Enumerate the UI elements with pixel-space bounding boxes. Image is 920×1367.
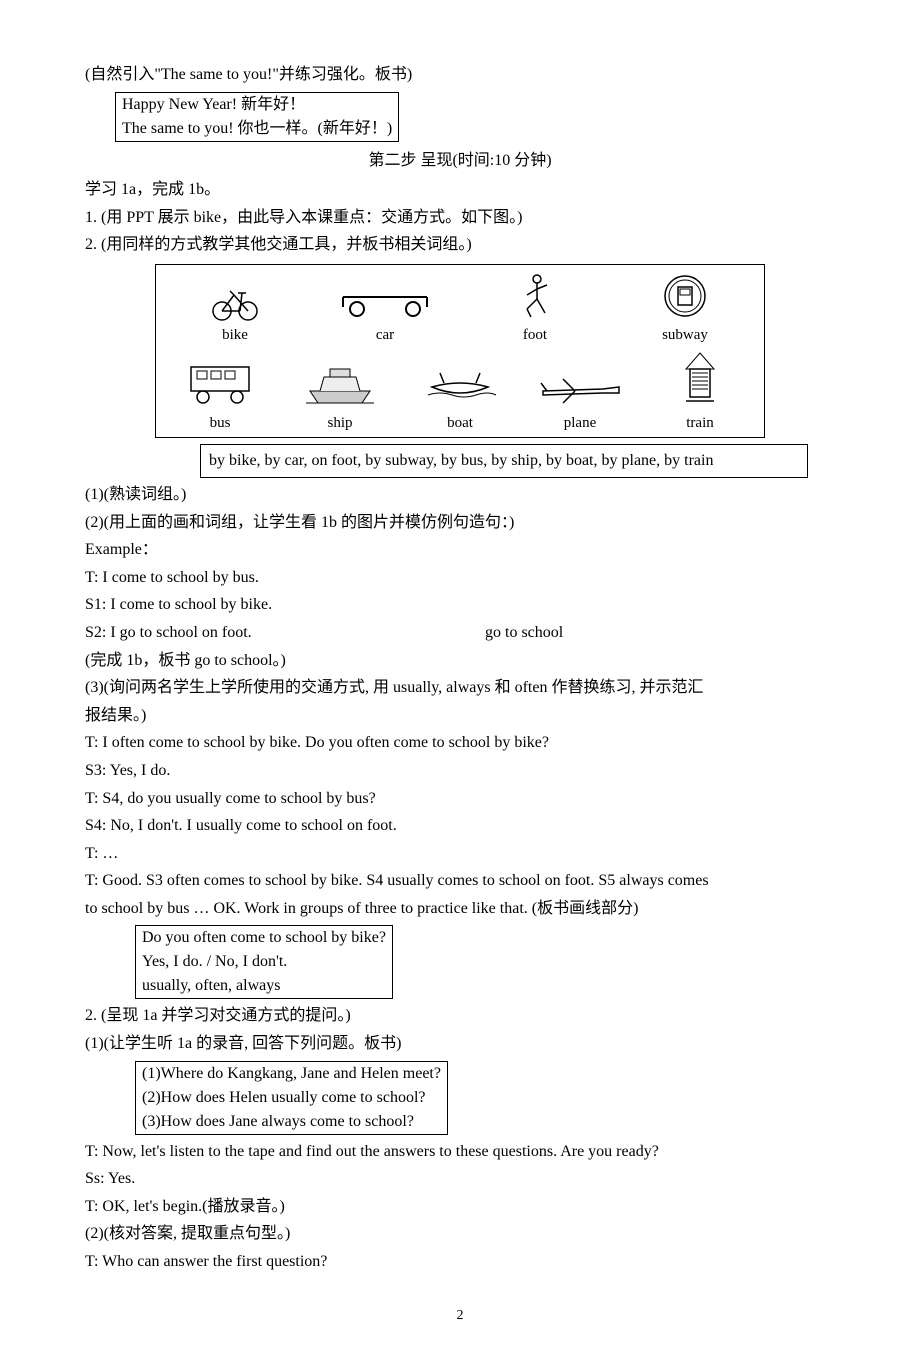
vehicle-bike: bike	[160, 281, 310, 347]
s2-text: S2: I go to school on foot.	[85, 624, 252, 641]
text-line: (1)(熟读词组。)	[85, 482, 835, 508]
dialogue-line: T: I come to school by bus.	[85, 565, 835, 591]
vehicle-label: subway	[610, 323, 760, 347]
practice-box: Do you often come to school by bike? Yes…	[135, 925, 393, 999]
text-line: 2. (用同样的方式教学其他交通工具，并板书相关词组。)	[85, 232, 835, 258]
vehicle-label: train	[640, 411, 760, 435]
train-icon	[680, 349, 720, 409]
question-box: (1)Where do Kangkang, Jane and Helen mee…	[135, 1061, 448, 1135]
dialogue-line: T: S4, do you usually come to school by …	[85, 786, 835, 812]
vehicle-car: car	[310, 281, 460, 347]
boat-icon	[420, 359, 500, 409]
box-line: The same to you! 你也一样。(新年好！)	[122, 117, 392, 141]
dialogue-line: T: I often come to school by bike. Do yo…	[85, 730, 835, 756]
dialogue-line: T: OK, let's begin.(播放录音。)	[85, 1194, 835, 1220]
vehicle-ship: ship	[280, 359, 400, 435]
dialogue-line: T: …	[85, 841, 835, 867]
vehicle-label: car	[310, 323, 460, 347]
vehicle-boat: boat	[400, 359, 520, 435]
text-line: (2)(核对答案, 提取重点句型。)	[85, 1221, 835, 1247]
dialogue-line: S4: No, I don't. I usually come to schoo…	[85, 813, 835, 839]
box-line: usually, often, always	[142, 974, 386, 998]
vehicle-label: foot	[460, 323, 610, 347]
dialogue-line: S1: I come to school by bike.	[85, 592, 835, 618]
vehicle-label: ship	[280, 411, 400, 435]
box-line: (3)How does Jane always come to school?	[142, 1110, 441, 1134]
box-line: (1)Where do Kangkang, Jane and Helen mee…	[142, 1062, 441, 1086]
bike-icon	[210, 281, 260, 321]
vehicle-label: plane	[520, 411, 640, 435]
dialogue-line: S3: Yes, I do.	[85, 758, 835, 784]
intro-line: (自然引入"The same to you!"并练习强化。板书)	[85, 62, 835, 88]
vehicle-subway: subway	[610, 271, 760, 347]
text-line: (2)(用上面的画和词组，让学生看 1b 的图片并模仿例句造句：)	[85, 510, 835, 536]
text-line: 报结果。)	[85, 703, 835, 729]
vehicle-train: train	[640, 349, 760, 435]
box-line: Yes, I do. / No, I don't.	[142, 950, 386, 974]
vehicle-grid: bike car foot	[155, 264, 765, 438]
step-title: 第二步 呈现(时间:10 分钟)	[85, 148, 835, 174]
foot-icon	[515, 271, 555, 321]
vehicle-label: bike	[160, 323, 310, 347]
dialogue-line: T: Who can answer the first question?	[85, 1249, 835, 1275]
text-line: (完成 1b，板书 go to school。)	[85, 648, 835, 674]
vehicle-label: boat	[400, 411, 520, 435]
go-to-school-note: go to school	[485, 620, 563, 646]
phrase-box: by bike, by car, on foot, by subway, by …	[200, 444, 808, 478]
text-line: 1. (用 PPT 展示 bike，由此导入本课重点：交通方式。如下图。)	[85, 205, 835, 231]
vehicle-bus: bus	[160, 359, 280, 435]
text-line: (3)(询问两名学生上学所使用的交通方式, 用 usually, always …	[85, 675, 835, 701]
dialogue-line: Ss: Yes.	[85, 1166, 835, 1192]
text-line: 2. (呈现 1a 并学习对交通方式的提问。)	[85, 1003, 835, 1029]
vehicle-plane: plane	[520, 369, 640, 435]
dialogue-line: T: Now, let's listen to the tape and fin…	[85, 1139, 835, 1165]
box-line: (2)How does Helen usually come to school…	[142, 1086, 441, 1110]
subway-icon	[660, 271, 710, 321]
text-line: Example：	[85, 537, 835, 563]
bus-icon	[185, 359, 255, 409]
greeting-box: Happy New Year! 新年好！ The same to you! 你也…	[115, 92, 399, 142]
box-line: Do you often come to school by bike?	[142, 926, 386, 950]
dialogue-line: S2: I go to school on foot. go to school	[85, 620, 835, 646]
dialogue-line: T: Good. S3 often comes to school by bik…	[85, 868, 835, 894]
page-number: 2	[85, 1305, 835, 1327]
ship-icon	[300, 359, 380, 409]
vehicle-label: bus	[160, 411, 280, 435]
dialogue-line: to school by bus … OK. Work in groups of…	[85, 896, 835, 922]
plane-icon	[535, 369, 625, 409]
text-line: (1)(让学生听 1a 的录音, 回答下列问题。板书)	[85, 1031, 835, 1057]
vehicle-row: bike car foot	[160, 271, 760, 347]
box-line: Happy New Year! 新年好！	[122, 93, 392, 117]
text-line: 学习 1a，完成 1b。	[85, 177, 835, 203]
vehicle-foot: foot	[460, 271, 610, 347]
car-icon	[335, 281, 435, 321]
vehicle-row: bus ship boat	[160, 349, 760, 435]
